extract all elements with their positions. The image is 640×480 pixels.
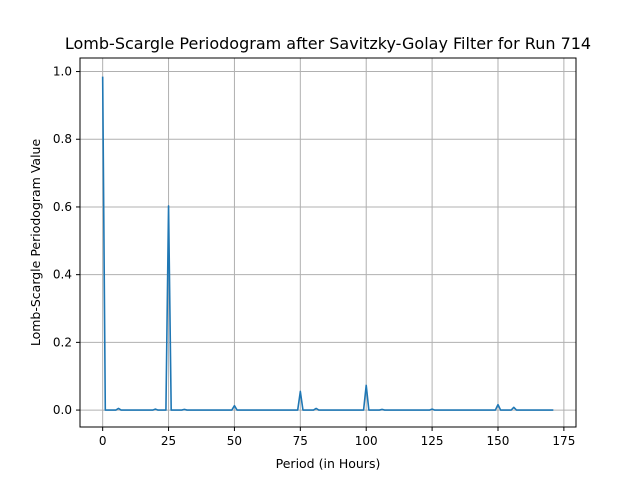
y-tick-label: 0.6 (53, 200, 72, 214)
x-tick-label: 100 (355, 434, 378, 448)
x-tick-label: 150 (487, 434, 510, 448)
x-tick-label: 125 (421, 434, 444, 448)
x-tick-label: 50 (227, 434, 242, 448)
y-tick-label: 1.0 (53, 65, 72, 79)
y-axis-ticks: 0.0 0.2 0.4 0.6 0.8 1.0 (53, 65, 80, 417)
y-axis-label: Lomb-Scargle Periodogram Value (28, 139, 43, 347)
y-tick-label: 0.2 (53, 335, 72, 349)
x-axis-ticks: 0 25 50 75 100 125 150 175 (99, 427, 575, 448)
x-tick-label: 75 (293, 434, 308, 448)
series-line (101, 76, 554, 411)
y-tick-label: 0.0 (53, 403, 72, 417)
y-tick-label: 0.8 (53, 132, 72, 146)
x-tick-label: 175 (552, 434, 575, 448)
x-tick-label: 25 (161, 434, 176, 448)
y-tick-label: 0.4 (53, 268, 72, 282)
series-layer (101, 76, 554, 411)
chart-title: Lomb-Scargle Periodogram after Savitzky-… (65, 34, 591, 53)
grid-lines (80, 58, 576, 427)
plot-frame (79, 57, 577, 428)
x-axis-label: Period (in Hours) (276, 456, 381, 471)
x-tick-label: 0 (99, 434, 107, 448)
